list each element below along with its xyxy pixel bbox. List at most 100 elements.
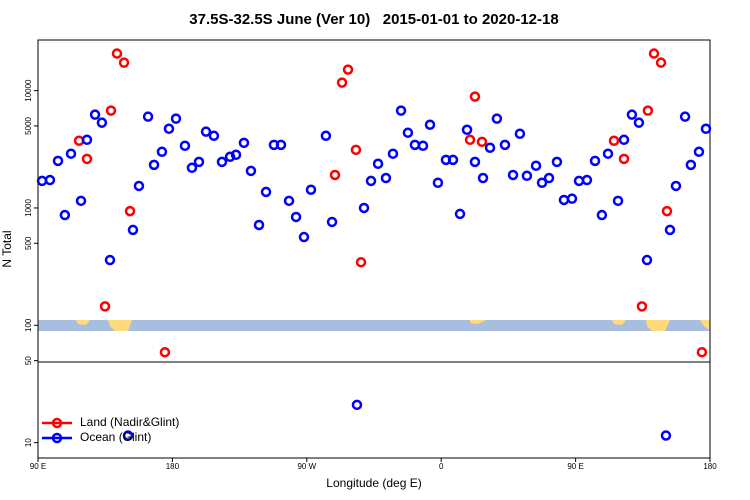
point — [44, 174, 56, 186]
point — [543, 172, 555, 184]
x-tick-label: 180 — [166, 462, 180, 471]
legend-marker — [51, 417, 63, 429]
point — [618, 134, 630, 146]
point — [566, 193, 578, 204]
point — [365, 175, 377, 187]
point — [402, 127, 414, 138]
legend-label: Land (Nadir&Glint) — [80, 415, 179, 429]
point — [596, 209, 608, 221]
point — [336, 77, 348, 88]
point — [65, 148, 77, 159]
point — [558, 194, 570, 206]
point — [432, 177, 444, 189]
point — [127, 224, 139, 236]
x-axis-label: Longitude (deg E) — [326, 476, 421, 490]
point — [589, 155, 601, 167]
point — [633, 117, 645, 128]
point — [200, 126, 212, 137]
point — [642, 105, 654, 116]
point — [648, 48, 660, 59]
y-axis-label: N Total — [0, 230, 14, 267]
point — [208, 130, 220, 142]
point — [124, 205, 136, 217]
point — [355, 256, 367, 268]
x-tick-label: 0 — [439, 462, 444, 471]
point — [581, 174, 593, 186]
y-tick-label: 5000 — [24, 116, 33, 134]
point — [372, 158, 384, 170]
point — [636, 301, 648, 312]
legend-marker — [51, 432, 63, 444]
point — [148, 159, 160, 171]
point — [156, 146, 168, 158]
point — [612, 195, 624, 207]
point — [342, 64, 354, 75]
point — [521, 170, 533, 182]
x-tick-label: 90 E — [30, 462, 46, 471]
point — [275, 139, 287, 151]
point — [409, 139, 421, 151]
y-tick-label: 50 — [24, 356, 33, 365]
point — [477, 172, 489, 184]
point — [499, 139, 511, 151]
point — [99, 301, 111, 312]
point — [447, 154, 459, 166]
point — [320, 130, 332, 142]
point — [461, 124, 473, 136]
point — [89, 109, 101, 120]
point — [424, 119, 436, 130]
point — [608, 135, 620, 146]
point — [329, 169, 341, 181]
point — [358, 202, 370, 214]
point — [507, 169, 519, 181]
point — [260, 186, 272, 198]
y-tick-label: 1000 — [24, 199, 33, 217]
point — [464, 134, 476, 146]
point — [142, 111, 154, 122]
point — [163, 123, 175, 135]
point — [96, 117, 108, 128]
point — [104, 254, 116, 266]
plot-frame — [37, 39, 711, 459]
point — [351, 399, 363, 411]
point — [216, 156, 228, 168]
point — [133, 180, 145, 192]
point — [530, 160, 542, 171]
point — [454, 208, 466, 220]
point — [380, 172, 392, 184]
point — [387, 148, 399, 159]
point — [75, 195, 87, 207]
point — [395, 105, 407, 116]
x-tick-label: 90 W — [297, 462, 316, 471]
point — [664, 224, 676, 236]
map-strip — [38, 320, 710, 331]
point — [59, 209, 71, 221]
y-tick-label: 100 — [24, 318, 33, 332]
point — [186, 162, 198, 174]
point — [111, 48, 123, 59]
point — [326, 216, 338, 228]
point — [641, 254, 653, 266]
point — [626, 109, 638, 120]
chart-title: 37.5S-32.5S June (Ver 10) 2015-01-01 to … — [189, 11, 558, 28]
point — [298, 231, 310, 243]
point — [253, 219, 265, 231]
point — [170, 113, 182, 124]
point — [469, 91, 481, 102]
point — [551, 156, 563, 168]
point — [283, 195, 295, 207]
point — [245, 165, 257, 177]
x-tick-label: 90 E — [567, 462, 583, 471]
point — [290, 211, 302, 223]
point — [685, 159, 697, 171]
legend-label: Ocean (Glint) — [80, 430, 151, 444]
point — [602, 148, 614, 159]
point — [179, 140, 191, 151]
point — [105, 105, 117, 116]
point — [305, 184, 317, 195]
point — [536, 177, 548, 189]
point — [618, 153, 630, 165]
point — [81, 153, 93, 165]
point — [193, 156, 205, 168]
